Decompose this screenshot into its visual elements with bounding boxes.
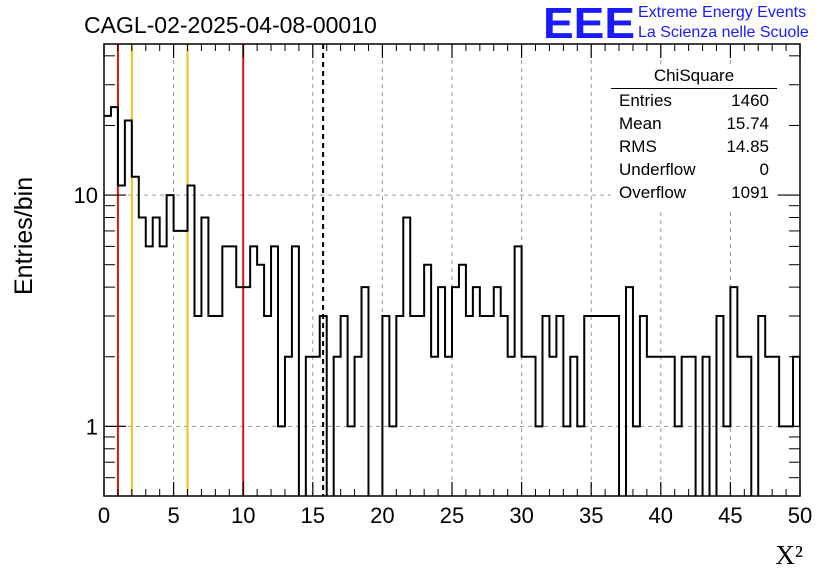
histogram-line (104, 106, 800, 496)
stats-label: Entries (619, 91, 672, 110)
x-tick-label: 50 (788, 503, 812, 528)
x-tick-label: 0 (98, 503, 110, 528)
stats-value: 1460 (731, 91, 769, 110)
x-tick-label: 30 (509, 503, 533, 528)
y-axis-label: Entries/bin (10, 176, 38, 295)
logo-mark: EEE (543, 2, 635, 42)
x-tick-label: 40 (649, 503, 673, 528)
stats-label: Underflow (619, 160, 696, 179)
logo-line-2: La Scienza nelle Scuole (638, 24, 809, 41)
axis-tick-labels: 0 5 10 15 20 25 30 35 40 45 50 1 10 (74, 183, 813, 528)
eee-logo: EEE (543, 2, 635, 42)
x-tick-label: 10 (231, 503, 255, 528)
stats-label: Overflow (619, 183, 687, 202)
x-tick-label: 5 (167, 503, 179, 528)
stats-box: ChiSquare Entries 1460 Mean 15.74 RMS 14… (611, 64, 777, 208)
x-tick-label: 25 (440, 503, 464, 528)
x-axis-label: X² (775, 540, 803, 570)
stats-value: 14.85 (726, 137, 769, 156)
x-tick-label: 35 (579, 503, 603, 528)
stats-row-underflow: Underflow 0 (611, 158, 777, 181)
x-tick-label: 20 (370, 503, 394, 528)
stats-row-overflow: Overflow 1091 (611, 181, 777, 204)
stats-row-rms: RMS 14.85 (611, 135, 777, 158)
stats-row-mean: Mean 15.74 (611, 112, 777, 135)
y-tick-label: 1 (86, 414, 98, 439)
stats-title: ChiSquare (611, 64, 777, 89)
stats-label: Mean (619, 114, 662, 133)
chart-title: CAGL-02-2025-04-08-00010 (84, 12, 377, 38)
stats-row-entries: Entries 1460 (611, 89, 777, 112)
stats-label: RMS (619, 137, 657, 156)
y-tick-label: 10 (74, 183, 98, 208)
stats-value: 1091 (731, 183, 769, 202)
stats-value: 15.74 (726, 114, 769, 133)
x-tick-label: 45 (718, 503, 742, 528)
axis-ticks (103, 44, 801, 496)
logo-line-1: Extreme Energy Events (638, 4, 807, 21)
stats-value: 0 (759, 160, 769, 179)
x-tick-label: 15 (301, 503, 325, 528)
